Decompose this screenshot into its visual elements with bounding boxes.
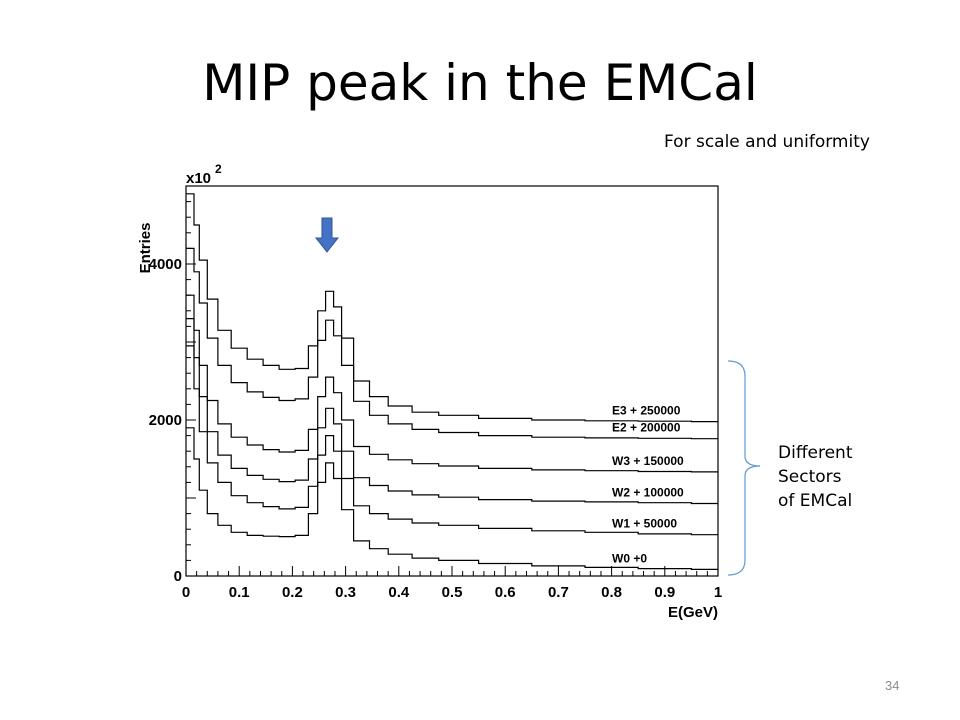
y-axis-title: Entries <box>137 223 154 274</box>
side-note-line-3: of EMCal <box>778 491 853 511</box>
x-tick-label: 0 <box>182 584 190 601</box>
series-line-3 <box>186 294 718 473</box>
y-axis-multiplier: x10 <box>186 170 211 187</box>
sector-bracket <box>727 360 761 576</box>
y-tick-label: 4000 <box>149 256 182 273</box>
x-tick-label: 0.2 <box>282 584 303 601</box>
x-tick-label: 0.6 <box>495 584 516 601</box>
series-label-1: W1 + 50000 <box>612 517 677 531</box>
x-tick-label: 0.3 <box>335 584 356 601</box>
series-labels: W0 +0 W1 + 50000 W2 + 100000 W3 + 150000 E2 … <box>612 404 684 566</box>
series-label-4: E2 + 200000 <box>612 421 681 435</box>
x-tick-label: 0.8 <box>601 584 622 601</box>
series-line-2 <box>186 318 718 505</box>
slide-subtitle: For scale and uniformity <box>664 132 870 152</box>
slide-title: MIP peak in the EMCal <box>202 54 758 112</box>
page-number: 34 <box>885 678 900 693</box>
y-axis-multiplier-exponent: 2 <box>215 162 222 176</box>
x-tick-label: 0.9 <box>654 584 675 601</box>
y-tick-label: 0 <box>174 568 182 585</box>
series-line-0 <box>186 427 718 570</box>
series-line-5 <box>186 193 718 423</box>
x-axis-title: E(GeV) <box>668 604 718 621</box>
y-tick-label: 2000 <box>149 412 182 429</box>
series-label-3: W3 + 150000 <box>612 454 684 468</box>
peak-arrow-icon <box>314 217 340 253</box>
side-note-line-1: Different <box>778 443 853 463</box>
axis-ticks: 0 0.1 0.2 0.3 0.4 0.5 0.6 0.7 0.8 0.9 1 0 2000 4000 <box>149 185 722 601</box>
series-line-1 <box>186 345 718 536</box>
peak-arrow-shape <box>314 217 340 253</box>
x-tick-label: 0.7 <box>548 584 569 601</box>
x-tick-label: 1 <box>714 584 722 601</box>
side-note-line-2: Sectors <box>778 467 842 487</box>
x-tick-label: 0.5 <box>442 584 463 601</box>
side-note: Different Sectors of EMCal <box>778 441 918 513</box>
x-tick-label: 0.4 <box>388 584 410 601</box>
histogram-series <box>186 193 718 570</box>
x-tick-label: 0.1 <box>229 584 250 601</box>
series-label-2: W2 + 100000 <box>612 485 684 499</box>
series-label-0: W0 +0 <box>612 551 647 565</box>
series-line-4 <box>186 247 718 440</box>
series-label-5: E3 + 250000 <box>612 404 681 418</box>
